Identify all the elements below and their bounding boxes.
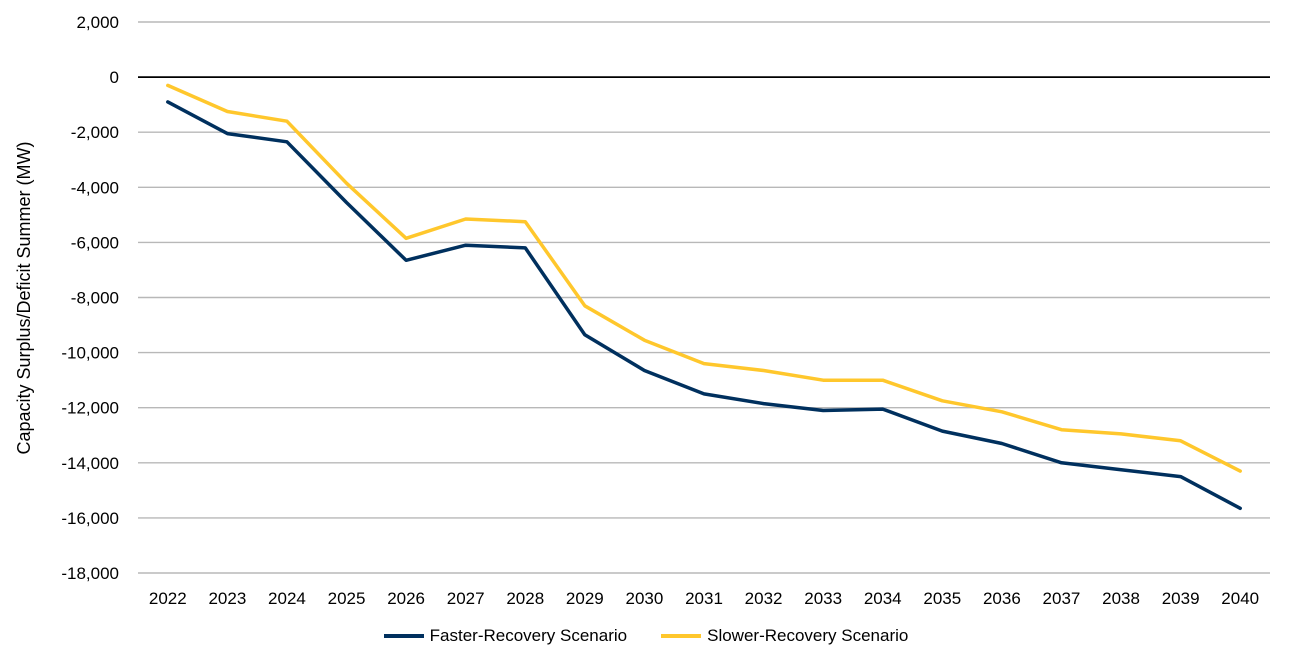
x-tick-label: 2024: [268, 589, 306, 608]
x-tick-label: 2030: [626, 589, 664, 608]
x-tick-label: 2025: [328, 589, 366, 608]
x-tick-label: 2038: [1102, 589, 1140, 608]
y-tick-label: -16,000: [61, 509, 119, 528]
y-tick-label: -10,000: [61, 344, 119, 363]
legend-swatch-faster: [383, 634, 424, 638]
legend-label-slower: Slower-Recovery Scenario: [707, 626, 909, 645]
x-tick-label: 2033: [804, 589, 842, 608]
legend-swatch-slower: [661, 634, 702, 638]
y-axis-label: Capacity Surplus/Deficit Summer (MW): [14, 141, 34, 454]
x-tick-label: 2035: [923, 589, 961, 608]
y-tick-label: -6,000: [71, 233, 119, 252]
x-tick-label: 2037: [1043, 589, 1081, 608]
y-tick-label: -2,000: [71, 123, 119, 142]
y-tick-label: -18,000: [61, 564, 119, 583]
x-tick-label: 2027: [447, 589, 485, 608]
x-axis-ticks: 2022 2023 2024 2025 2026 2027 2028 2029 2030 2031…: [149, 589, 1259, 608]
legend: Faster-Recovery Scenario Slower-Recovery…: [0, 626, 1292, 646]
gridlines: [138, 21, 1270, 574]
x-tick-label: 2028: [506, 589, 544, 608]
series-lines: [166, 83, 1242, 511]
y-tick-label: -8,000: [71, 289, 119, 308]
y-tick-label: 0: [110, 68, 119, 87]
x-tick-label: 2032: [745, 589, 783, 608]
x-tick-label: 2023: [208, 589, 246, 608]
legend-item-slower: Slower-Recovery Scenario: [661, 626, 908, 646]
x-tick-label: 2034: [864, 589, 902, 608]
y-tick-label: -14,000: [61, 454, 119, 473]
x-tick-label: 2029: [566, 589, 604, 608]
legend-item-faster: Faster-Recovery Scenario: [383, 626, 628, 646]
y-axis-ticks: 2,000 0 -2,000 -4,000 -6,000 -8,000 -10,000 -12…: [61, 13, 119, 583]
y-tick-label: 2,000: [76, 13, 119, 32]
y-tick-label: -4,000: [71, 178, 119, 197]
series-line-slower-recovery-scenario: [166, 83, 1242, 473]
series-line-faster-recovery-scenario: [166, 100, 1242, 511]
x-tick-label: 2039: [1162, 589, 1200, 608]
x-tick-label: 2026: [387, 589, 425, 608]
x-tick-label: 2022: [149, 589, 187, 608]
x-tick-label: 2036: [983, 589, 1021, 608]
y-tick-label: -12,000: [61, 399, 119, 418]
x-tick-label: 2040: [1221, 589, 1259, 608]
x-tick-label: 2031: [685, 589, 723, 608]
legend-label-faster: Faster-Recovery Scenario: [429, 626, 628, 645]
